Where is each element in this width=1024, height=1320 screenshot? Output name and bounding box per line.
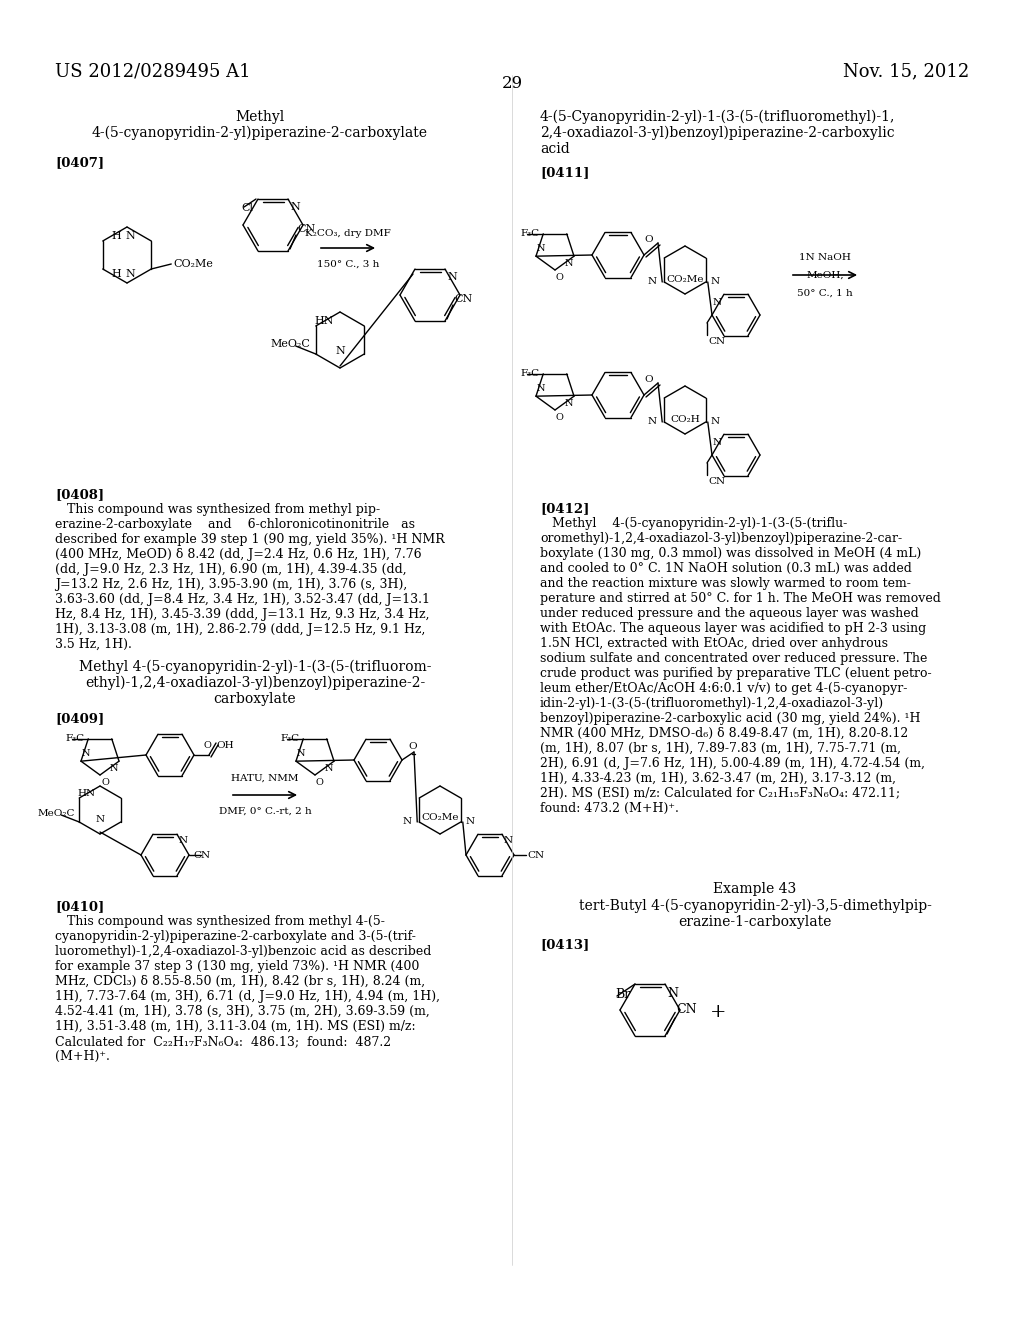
Text: N: N — [713, 298, 722, 308]
Text: O: O — [316, 777, 324, 787]
Text: CN: CN — [708, 477, 725, 486]
Text: CO₂Me: CO₂Me — [421, 813, 459, 822]
Text: N: N — [647, 417, 656, 426]
Text: CO₂H: CO₂H — [670, 414, 699, 424]
Text: N: N — [290, 202, 300, 213]
Text: O: O — [645, 235, 653, 244]
Text: CO₂Me: CO₂Me — [667, 275, 703, 284]
Text: 2,4-oxadiazol-3-yl)benzoyl)piperazine-2-carboxylic: 2,4-oxadiazol-3-yl)benzoyl)piperazine-2-… — [540, 125, 895, 140]
Text: ethyl)-1,2,4-oxadiazol-3-yl)benzoyl)piperazine-2-: ethyl)-1,2,4-oxadiazol-3-yl)benzoyl)pipe… — [85, 676, 425, 690]
Text: O: O — [101, 777, 109, 787]
Text: 150° C., 3 h: 150° C., 3 h — [316, 260, 379, 269]
Text: N: N — [711, 417, 720, 426]
Text: HATU, NMM: HATU, NMM — [231, 774, 299, 783]
Text: N: N — [537, 384, 546, 393]
Text: [0408]: [0408] — [55, 488, 104, 502]
Text: K₂CO₃, dry DMF: K₂CO₃, dry DMF — [305, 228, 391, 238]
Text: O: O — [645, 375, 653, 384]
Text: This compound was synthesized from methyl pip-
erazine-2-carboxylate    and    6: This compound was synthesized from methy… — [55, 503, 444, 651]
Text: MeO₂C: MeO₂C — [38, 809, 75, 818]
Text: carboxylate: carboxylate — [214, 692, 296, 706]
Text: CN: CN — [676, 1003, 696, 1016]
Text: N: N — [297, 750, 305, 758]
Text: Methyl    4-(5-cyanopyridin-2-yl)-1-(3-(5-(triflu-
oromethyl)-1,2,4-oxadiazol-3-: Methyl 4-(5-cyanopyridin-2-yl)-1-(3-(5-(… — [540, 517, 941, 814]
Text: N: N — [95, 814, 104, 824]
Text: CN: CN — [708, 337, 725, 346]
Text: Methyl 4-(5-cyanopyridin-2-yl)-1-(3-(5-(trifluorom-: Methyl 4-(5-cyanopyridin-2-yl)-1-(3-(5-(… — [79, 660, 431, 675]
Text: +: + — [710, 1003, 726, 1020]
Text: [0413]: [0413] — [540, 939, 589, 950]
Text: 29: 29 — [502, 75, 522, 92]
Text: DMF, 0° C.-rt, 2 h: DMF, 0° C.-rt, 2 h — [219, 807, 311, 816]
Text: 50° C., 1 h: 50° C., 1 h — [797, 289, 853, 298]
Text: MeOH,: MeOH, — [806, 271, 844, 280]
Text: CN: CN — [454, 294, 472, 304]
Text: Br: Br — [615, 987, 631, 1001]
Text: N: N — [179, 836, 188, 845]
Text: H: H — [112, 269, 121, 279]
Text: N: N — [402, 817, 412, 826]
Text: N: N — [125, 231, 135, 242]
Text: O: O — [409, 742, 418, 751]
Text: N: N — [537, 244, 546, 253]
Text: N: N — [713, 438, 722, 447]
Text: [0411]: [0411] — [540, 166, 590, 180]
Text: H: H — [112, 231, 121, 242]
Text: tert-Butyl 4-(5-cyanopyridin-2-yl)-3,5-dimethylpip-: tert-Butyl 4-(5-cyanopyridin-2-yl)-3,5-d… — [579, 899, 932, 913]
Text: Methyl: Methyl — [236, 110, 285, 124]
Text: Cl: Cl — [241, 203, 253, 213]
Text: CN: CN — [193, 850, 210, 859]
Text: Nov. 15, 2012: Nov. 15, 2012 — [843, 62, 969, 81]
Text: N: N — [564, 259, 573, 268]
Text: acid: acid — [540, 143, 569, 156]
Text: N: N — [647, 277, 656, 286]
Text: [0410]: [0410] — [55, 900, 104, 913]
Text: Example 43: Example 43 — [714, 882, 797, 896]
Text: CO₂Me: CO₂Me — [173, 259, 213, 269]
Text: F₃C: F₃C — [520, 230, 540, 239]
Text: erazine-1-carboxylate: erazine-1-carboxylate — [678, 915, 831, 929]
Text: F₃C: F₃C — [520, 370, 540, 379]
Text: [0409]: [0409] — [55, 711, 104, 725]
Text: This compound was synthesized from methyl 4-(5-
cyanopyridin-2-yl)piperazine-2-c: This compound was synthesized from methy… — [55, 915, 440, 1063]
Text: N: N — [711, 277, 720, 286]
Text: N: N — [667, 987, 678, 1001]
Text: 4-(5-Cyanopyridin-2-yl)-1-(3-(5-(trifluoromethyl)-1,: 4-(5-Cyanopyridin-2-yl)-1-(3-(5-(trifluo… — [540, 110, 895, 124]
Text: 1N NaOH: 1N NaOH — [799, 253, 851, 261]
Text: O: O — [204, 741, 212, 750]
Text: F₃C: F₃C — [66, 734, 84, 743]
Text: N: N — [335, 346, 345, 356]
Text: N: N — [564, 399, 573, 408]
Text: O: O — [556, 413, 564, 422]
Text: N: N — [82, 750, 90, 758]
Text: N: N — [447, 272, 457, 282]
Text: CN: CN — [297, 224, 315, 234]
Text: O: O — [556, 273, 564, 282]
Text: 4-(5-cyanopyridin-2-yl)piperazine-2-carboxylate: 4-(5-cyanopyridin-2-yl)piperazine-2-carb… — [92, 125, 428, 140]
Text: OH: OH — [216, 741, 233, 750]
Text: [0412]: [0412] — [540, 502, 590, 515]
Text: N: N — [466, 817, 475, 826]
Text: N: N — [325, 764, 333, 774]
Text: N: N — [504, 836, 513, 845]
Text: CN: CN — [527, 850, 544, 859]
Text: HN: HN — [78, 789, 96, 799]
Text: US 2012/0289495 A1: US 2012/0289495 A1 — [55, 62, 251, 81]
Text: MeO₂C: MeO₂C — [271, 339, 310, 348]
Text: [0407]: [0407] — [55, 156, 104, 169]
Text: HN: HN — [314, 315, 334, 326]
Text: N: N — [110, 764, 118, 774]
Text: N: N — [125, 269, 135, 279]
Text: F₃C: F₃C — [281, 734, 299, 743]
